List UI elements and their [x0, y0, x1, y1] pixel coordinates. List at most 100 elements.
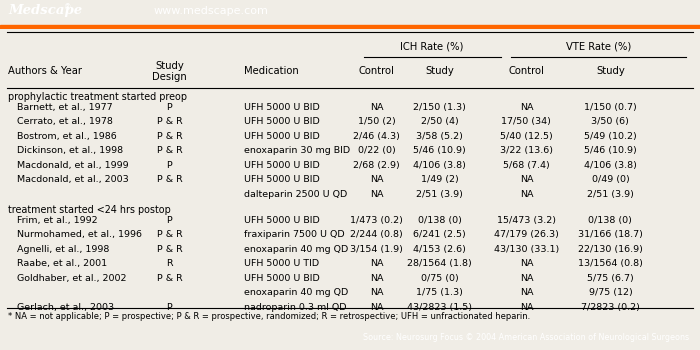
- Text: 5/46 (10.9): 5/46 (10.9): [413, 146, 466, 155]
- Text: 5/46 (10.9): 5/46 (10.9): [584, 146, 637, 155]
- Text: Bostrom, et al., 1986: Bostrom, et al., 1986: [17, 132, 116, 141]
- Text: 47/179 (26.3): 47/179 (26.3): [494, 230, 559, 239]
- Text: ®: ®: [64, 4, 72, 13]
- Text: NA: NA: [519, 259, 533, 268]
- Text: 2/68 (2.9): 2/68 (2.9): [354, 161, 400, 170]
- Text: 2/50 (4): 2/50 (4): [421, 118, 458, 126]
- Text: UFH 5000 U TID: UFH 5000 U TID: [244, 259, 318, 268]
- Text: 22/130 (16.9): 22/130 (16.9): [578, 245, 643, 254]
- Text: NA: NA: [519, 103, 533, 112]
- Text: 3/154 (1.9): 3/154 (1.9): [350, 245, 403, 254]
- Text: 2/51 (3.9): 2/51 (3.9): [587, 190, 634, 199]
- Text: 5/68 (7.4): 5/68 (7.4): [503, 161, 550, 170]
- Text: 17/50 (34): 17/50 (34): [501, 118, 552, 126]
- Text: NA: NA: [370, 175, 384, 184]
- Text: 6/241 (2.5): 6/241 (2.5): [413, 230, 466, 239]
- Text: 43/130 (33.1): 43/130 (33.1): [494, 245, 559, 254]
- Text: treatment started <24 hrs postop: treatment started <24 hrs postop: [8, 205, 171, 216]
- Text: P & R: P & R: [157, 274, 182, 283]
- Text: Macdonald, et al., 2003: Macdonald, et al., 2003: [17, 175, 129, 184]
- Text: UFH 5000 U BID: UFH 5000 U BID: [244, 216, 319, 225]
- Text: Cerrato, et al., 1978: Cerrato, et al., 1978: [17, 118, 113, 126]
- Text: Source: Neurosurg Focus © 2004 American Association of Neurological Surgeons: Source: Neurosurg Focus © 2004 American …: [363, 333, 690, 342]
- Bar: [0, 25, 700, 29]
- Text: 1/150 (0.7): 1/150 (0.7): [584, 103, 637, 112]
- Text: P: P: [167, 216, 172, 225]
- Text: 5/40 (12.5): 5/40 (12.5): [500, 132, 553, 141]
- Text: 1/75 (1.3): 1/75 (1.3): [416, 288, 463, 297]
- Text: 1/49 (2): 1/49 (2): [421, 175, 458, 184]
- Text: Barnett, et al., 1977: Barnett, et al., 1977: [17, 103, 113, 112]
- Text: Macdonald, et al., 1999: Macdonald, et al., 1999: [17, 161, 128, 170]
- Text: Raabe, et al., 2001: Raabe, et al., 2001: [17, 259, 107, 268]
- Text: NA: NA: [370, 274, 384, 283]
- Text: Medication: Medication: [244, 66, 298, 77]
- Text: NA: NA: [370, 190, 384, 199]
- Text: 3/22 (13.6): 3/22 (13.6): [500, 146, 553, 155]
- Text: www.medscape.com: www.medscape.com: [154, 6, 269, 16]
- Text: 9/75 (12): 9/75 (12): [589, 288, 632, 297]
- Text: 0/22 (0): 0/22 (0): [358, 146, 395, 155]
- Text: NA: NA: [519, 190, 533, 199]
- Text: UFH 5000 U BID: UFH 5000 U BID: [244, 175, 319, 184]
- Text: 5/49 (10.2): 5/49 (10.2): [584, 132, 637, 141]
- Text: * NA = not applicable; P = prospective; P & R = prospective, randomized; R = ret: * NA = not applicable; P = prospective; …: [8, 312, 531, 321]
- Text: 2/244 (0.8): 2/244 (0.8): [350, 230, 403, 239]
- Text: NA: NA: [519, 274, 533, 283]
- Text: Frim, et al., 1992: Frim, et al., 1992: [17, 216, 97, 225]
- Text: Authors & Year: Authors & Year: [8, 66, 83, 77]
- Text: Medscape: Medscape: [8, 5, 83, 18]
- Text: nadroparin 0.3 ml QD: nadroparin 0.3 ml QD: [244, 303, 346, 312]
- Text: NA: NA: [370, 288, 384, 297]
- Text: enoxaparin 30 mg BID: enoxaparin 30 mg BID: [244, 146, 350, 155]
- Text: 3/58 (5.2): 3/58 (5.2): [416, 132, 463, 141]
- Text: enoxaparin 40 mg QD: enoxaparin 40 mg QD: [244, 245, 348, 254]
- Text: Control: Control: [358, 66, 395, 77]
- Text: UFH 5000 U BID: UFH 5000 U BID: [244, 118, 319, 126]
- Text: NA: NA: [519, 288, 533, 297]
- Text: 0/138 (0): 0/138 (0): [418, 216, 461, 225]
- Text: Gerlach, et al., 2003: Gerlach, et al., 2003: [17, 303, 114, 312]
- Text: NA: NA: [370, 103, 384, 112]
- Text: P & R: P & R: [157, 132, 182, 141]
- Text: UFH 5000 U BID: UFH 5000 U BID: [244, 161, 319, 170]
- Text: 0/75 (0): 0/75 (0): [421, 274, 458, 283]
- Text: P & R: P & R: [157, 245, 182, 254]
- Text: P: P: [167, 103, 172, 112]
- Text: 4/106 (3.8): 4/106 (3.8): [413, 161, 466, 170]
- Text: P & R: P & R: [157, 146, 182, 155]
- Text: 15/473 (3.2): 15/473 (3.2): [497, 216, 556, 225]
- Text: UFH 5000 U BID: UFH 5000 U BID: [244, 274, 319, 283]
- Text: Study: Study: [596, 66, 625, 77]
- Text: 43/2823 (1.5): 43/2823 (1.5): [407, 303, 472, 312]
- Text: Goldhaber, et al., 2002: Goldhaber, et al., 2002: [17, 274, 126, 283]
- Text: NA: NA: [370, 259, 384, 268]
- Text: Control: Control: [508, 66, 545, 77]
- Text: NA: NA: [370, 303, 384, 312]
- Text: fraxiparin 7500 U QD: fraxiparin 7500 U QD: [244, 230, 344, 239]
- Text: 7/2823 (0.2): 7/2823 (0.2): [581, 303, 640, 312]
- Text: Agnelli, et al., 1998: Agnelli, et al., 1998: [17, 245, 109, 254]
- Text: 2/46 (4.3): 2/46 (4.3): [354, 132, 400, 141]
- Text: 31/166 (18.7): 31/166 (18.7): [578, 230, 643, 239]
- Text: 28/1564 (1.8): 28/1564 (1.8): [407, 259, 472, 268]
- Text: Nurmohamed, et al., 1996: Nurmohamed, et al., 1996: [17, 230, 142, 239]
- Text: P & R: P & R: [157, 118, 182, 126]
- Text: ICH Rate (%): ICH Rate (%): [400, 41, 463, 51]
- Text: UFH 5000 U BID: UFH 5000 U BID: [244, 132, 319, 141]
- Text: 3/50 (6): 3/50 (6): [592, 118, 629, 126]
- Text: 1/50 (2): 1/50 (2): [358, 118, 395, 126]
- Text: UFH 5000 U BID: UFH 5000 U BID: [244, 103, 319, 112]
- Text: 4/153 (2.6): 4/153 (2.6): [413, 245, 466, 254]
- Text: P: P: [167, 161, 172, 170]
- Text: R: R: [166, 259, 173, 268]
- Text: Study
Design: Study Design: [152, 61, 187, 82]
- Text: NA: NA: [519, 175, 533, 184]
- Text: NA: NA: [519, 303, 533, 312]
- Text: dalteparin 2500 U QD: dalteparin 2500 U QD: [244, 190, 347, 199]
- Text: 13/1564 (0.8): 13/1564 (0.8): [578, 259, 643, 268]
- Text: 4/106 (3.8): 4/106 (3.8): [584, 161, 637, 170]
- Text: P & R: P & R: [157, 175, 182, 184]
- Text: enoxaparin 40 mg QD: enoxaparin 40 mg QD: [244, 288, 348, 297]
- Text: Study: Study: [425, 66, 454, 77]
